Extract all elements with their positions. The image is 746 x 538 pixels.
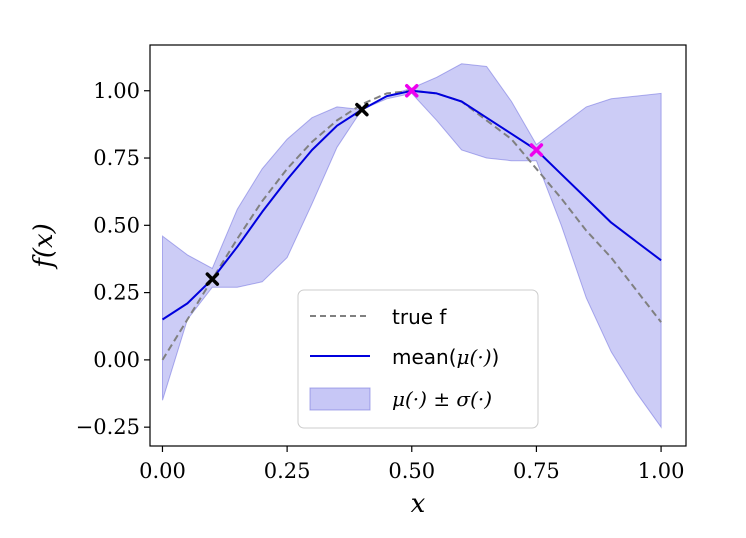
x-tick-label: 0.00 [139, 459, 186, 483]
y-tick-label: 1.00 [93, 79, 140, 103]
x-tick-label: 0.50 [388, 459, 435, 483]
legend-mean-label: mean(μ(·)) [392, 345, 499, 369]
legend-band-swatch [309, 387, 371, 411]
legend-true-f-label: true f [392, 305, 447, 329]
legend-true-f-text: true f [392, 305, 447, 329]
y-ticks: −0.25 0.00 0.25 0.50 0.75 1.00 [76, 79, 150, 439]
x-ticks: 0.00 0.25 0.50 0.75 1.00 [139, 446, 684, 483]
legend-band-label: μ(·) ± σ(·) [392, 387, 492, 411]
y-tick-label: 0.50 [93, 213, 140, 237]
y-tick-label: −0.25 [76, 415, 140, 439]
observation-marker-3 [405, 84, 419, 98]
observation-marker-4 [529, 143, 544, 157]
plot-frame [149, 44, 687, 447]
uncertainty-band-layer [162, 63, 662, 429]
observation-marker-2 [355, 102, 369, 117]
x-tick-label: 0.75 [513, 459, 560, 483]
uncertainty-band [162, 63, 662, 429]
legend-mean-suffix: ) [492, 345, 500, 369]
x-axis-label: x [411, 489, 426, 519]
legend-mean-prefix: mean( [392, 345, 457, 369]
y-tick-label: 0.25 [93, 281, 140, 305]
x-tick-label: 1.00 [638, 459, 685, 483]
y-tick-label: 0.00 [93, 348, 140, 372]
legend-mean-math: μ(·) [457, 345, 492, 369]
y-axis-label: f(x) [29, 223, 59, 270]
legend: true f mean(μ(·)) μ(·) ± σ(·) [297, 289, 539, 429]
y-tick-label: 0.75 [93, 146, 140, 170]
x-tick-label: 0.25 [264, 459, 311, 483]
observation-markers-layer [205, 84, 544, 286]
observation-marker-1 [205, 272, 220, 286]
